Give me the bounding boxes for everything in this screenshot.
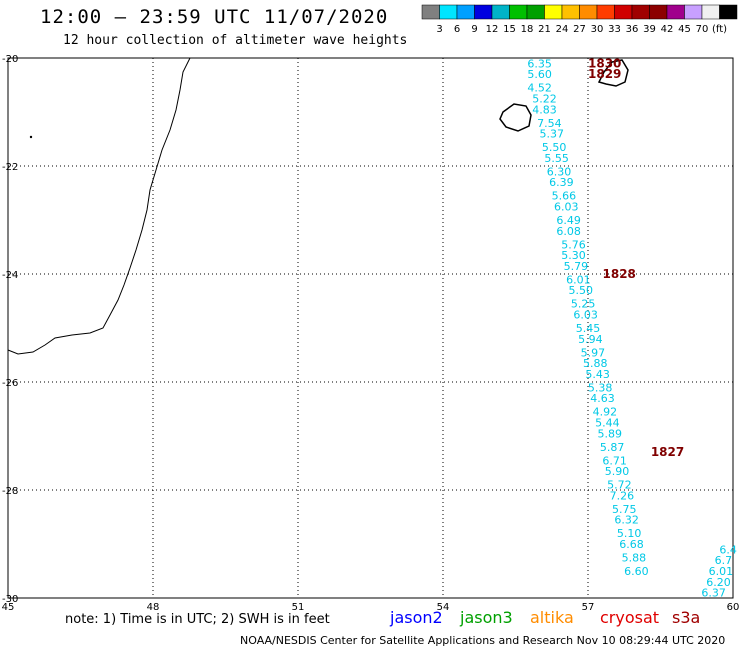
colorbar: 3 6 9 12 15 18 21 24 27 30 33 36 39 42 45 70 (ft) — [421, 4, 738, 35]
colorbar-label: 33 — [608, 24, 621, 35]
swh-value-label: 5.88 — [622, 552, 647, 565]
page-subtitle: 12 hour collection of altimeter wave hei… — [63, 33, 408, 48]
swh-value-label: 5.38 — [588, 381, 613, 394]
swh-value-label: 5.10 — [617, 527, 642, 540]
swh-value-label: 5.94 — [578, 333, 603, 346]
swh-value-label: 6.32 — [614, 514, 639, 527]
time-label: 1829 — [588, 67, 621, 81]
swh-value-label: 5.76 — [561, 238, 586, 251]
colorbar-label: 15 — [503, 24, 516, 35]
x-tick-label: 54 — [437, 602, 450, 613]
swh-value-label: 6.08 — [556, 225, 581, 238]
swh-value-label: 6.01 — [709, 565, 734, 578]
footer-credit: NOAA/NESDIS Center for Satellite Applica… — [240, 634, 726, 647]
x-tick-label: 57 — [582, 602, 595, 613]
swh-value-label: 5.25 — [571, 298, 596, 311]
swh-value-label: 6.30 — [547, 165, 572, 178]
swh-value-label: 4.92 — [593, 406, 618, 419]
swh-value-label: 4.83 — [532, 103, 557, 116]
colorbar-label: 70 — [696, 24, 709, 35]
colorbar-label: (ft) — [712, 24, 727, 35]
colorbar-label: 6 — [454, 24, 460, 35]
colorbar-label: 12 — [486, 24, 499, 35]
swh-value-label: 6.01 — [566, 273, 591, 286]
swh-value-label: 5.75 — [612, 503, 637, 516]
swh-value-label: 6.35 — [527, 57, 552, 70]
swh-value-label: 6.60 — [624, 565, 649, 578]
swh-value-label: 5.88 — [583, 357, 608, 370]
swh-value-label: 5.30 — [561, 249, 586, 262]
swh-value-label: 4.52 — [527, 82, 552, 95]
swh-value-label: 5.45 — [576, 322, 601, 335]
x-tick-label: 45 — [2, 602, 15, 613]
swh-value-label: 6.37 — [701, 587, 726, 600]
coastline-madagascar — [7, 57, 191, 355]
colorbar-label: 36 — [626, 24, 639, 35]
swh-value-label: 6.49 — [556, 214, 581, 227]
mission-label-altika: altika — [530, 608, 574, 627]
colorbar-swatch — [719, 4, 738, 20]
colorbar-label: 3 — [436, 24, 442, 35]
time-label: 1827 — [651, 445, 684, 459]
plot-frame — [7, 57, 734, 599]
swh-value-label: 5.97 — [581, 346, 606, 359]
swh-value-label: 5.79 — [564, 260, 589, 273]
swh-value-label: 7.26 — [610, 489, 635, 502]
mission-label-cryosat: cryosat — [600, 608, 660, 627]
swh-value-label: 5.72 — [607, 479, 632, 492]
mission-label-jason2: jason2 — [390, 608, 443, 627]
swh-value-label: 6.4 — [719, 543, 737, 556]
swh-value-label: 6.39 — [549, 176, 574, 189]
swh-value-label: 5.43 — [585, 368, 610, 381]
colorbar-label: 18 — [521, 24, 534, 35]
time-label: 1830 — [588, 56, 621, 70]
colorbar-label: 27 — [573, 24, 586, 35]
swh-value-label: 5.22 — [532, 93, 557, 106]
x-tick-label: 51 — [292, 602, 305, 613]
swh-value-label: 6.68 — [619, 538, 644, 551]
swh-value-label: 5.60 — [527, 68, 552, 81]
swh-value-label: 6.71 — [602, 454, 627, 467]
coastline-reunion — [499, 103, 532, 132]
colorbar-label: 21 — [538, 24, 551, 35]
swh-value-label: 6.03 — [573, 309, 598, 322]
swh-value-label: 7.54 — [537, 117, 562, 130]
swh-value-label: 5.50 — [542, 141, 567, 154]
swh-value-label: 5.90 — [605, 465, 630, 478]
y-tick-label: -24 — [2, 270, 18, 281]
swh-value-label: 6.20 — [706, 576, 731, 589]
colorbar-label: 24 — [556, 24, 569, 35]
swh-value-label: 5.66 — [552, 190, 577, 203]
note-text: note: 1) Time is in UTC; 2) SWH is in fe… — [65, 612, 330, 627]
coastline-islet — [29, 135, 33, 139]
y-tick-label: -28 — [2, 486, 18, 497]
colorbar-label: 30 — [591, 24, 604, 35]
swh-value-label: 4.63 — [590, 392, 615, 405]
swh-value-label: 5.87 — [600, 441, 625, 454]
y-tick-label: -20 — [2, 54, 18, 65]
page-title: 12:00 – 23:59 UTC 11/07/2020 — [40, 6, 389, 28]
mission-label-jason3: jason3 — [460, 608, 513, 627]
swh-value-label: 6.7 — [715, 554, 733, 567]
colorbar-label: 45 — [678, 24, 691, 35]
y-tick-label: -22 — [2, 162, 18, 173]
swh-value-label: 5.50 — [569, 284, 594, 297]
swh-value-label: 5.55 — [544, 152, 569, 165]
colorbar-label: 9 — [471, 24, 477, 35]
y-tick-label: -30 — [2, 594, 18, 605]
swh-value-label: 5.44 — [595, 417, 620, 430]
colorbar-label: 42 — [661, 24, 674, 35]
time-label: 1828 — [603, 267, 636, 281]
mission-label-s3a: s3a — [672, 608, 701, 627]
swh-value-label: 5.89 — [598, 427, 623, 440]
swh-value-label: 6.03 — [554, 201, 579, 214]
x-tick-label: 48 — [147, 602, 160, 613]
swh-value-label: 5.37 — [540, 128, 565, 141]
coastline-mauritius — [597, 59, 629, 87]
colorbar-label: 39 — [643, 24, 656, 35]
y-tick-label: -26 — [2, 378, 18, 389]
x-tick-label: 60 — [727, 602, 740, 613]
